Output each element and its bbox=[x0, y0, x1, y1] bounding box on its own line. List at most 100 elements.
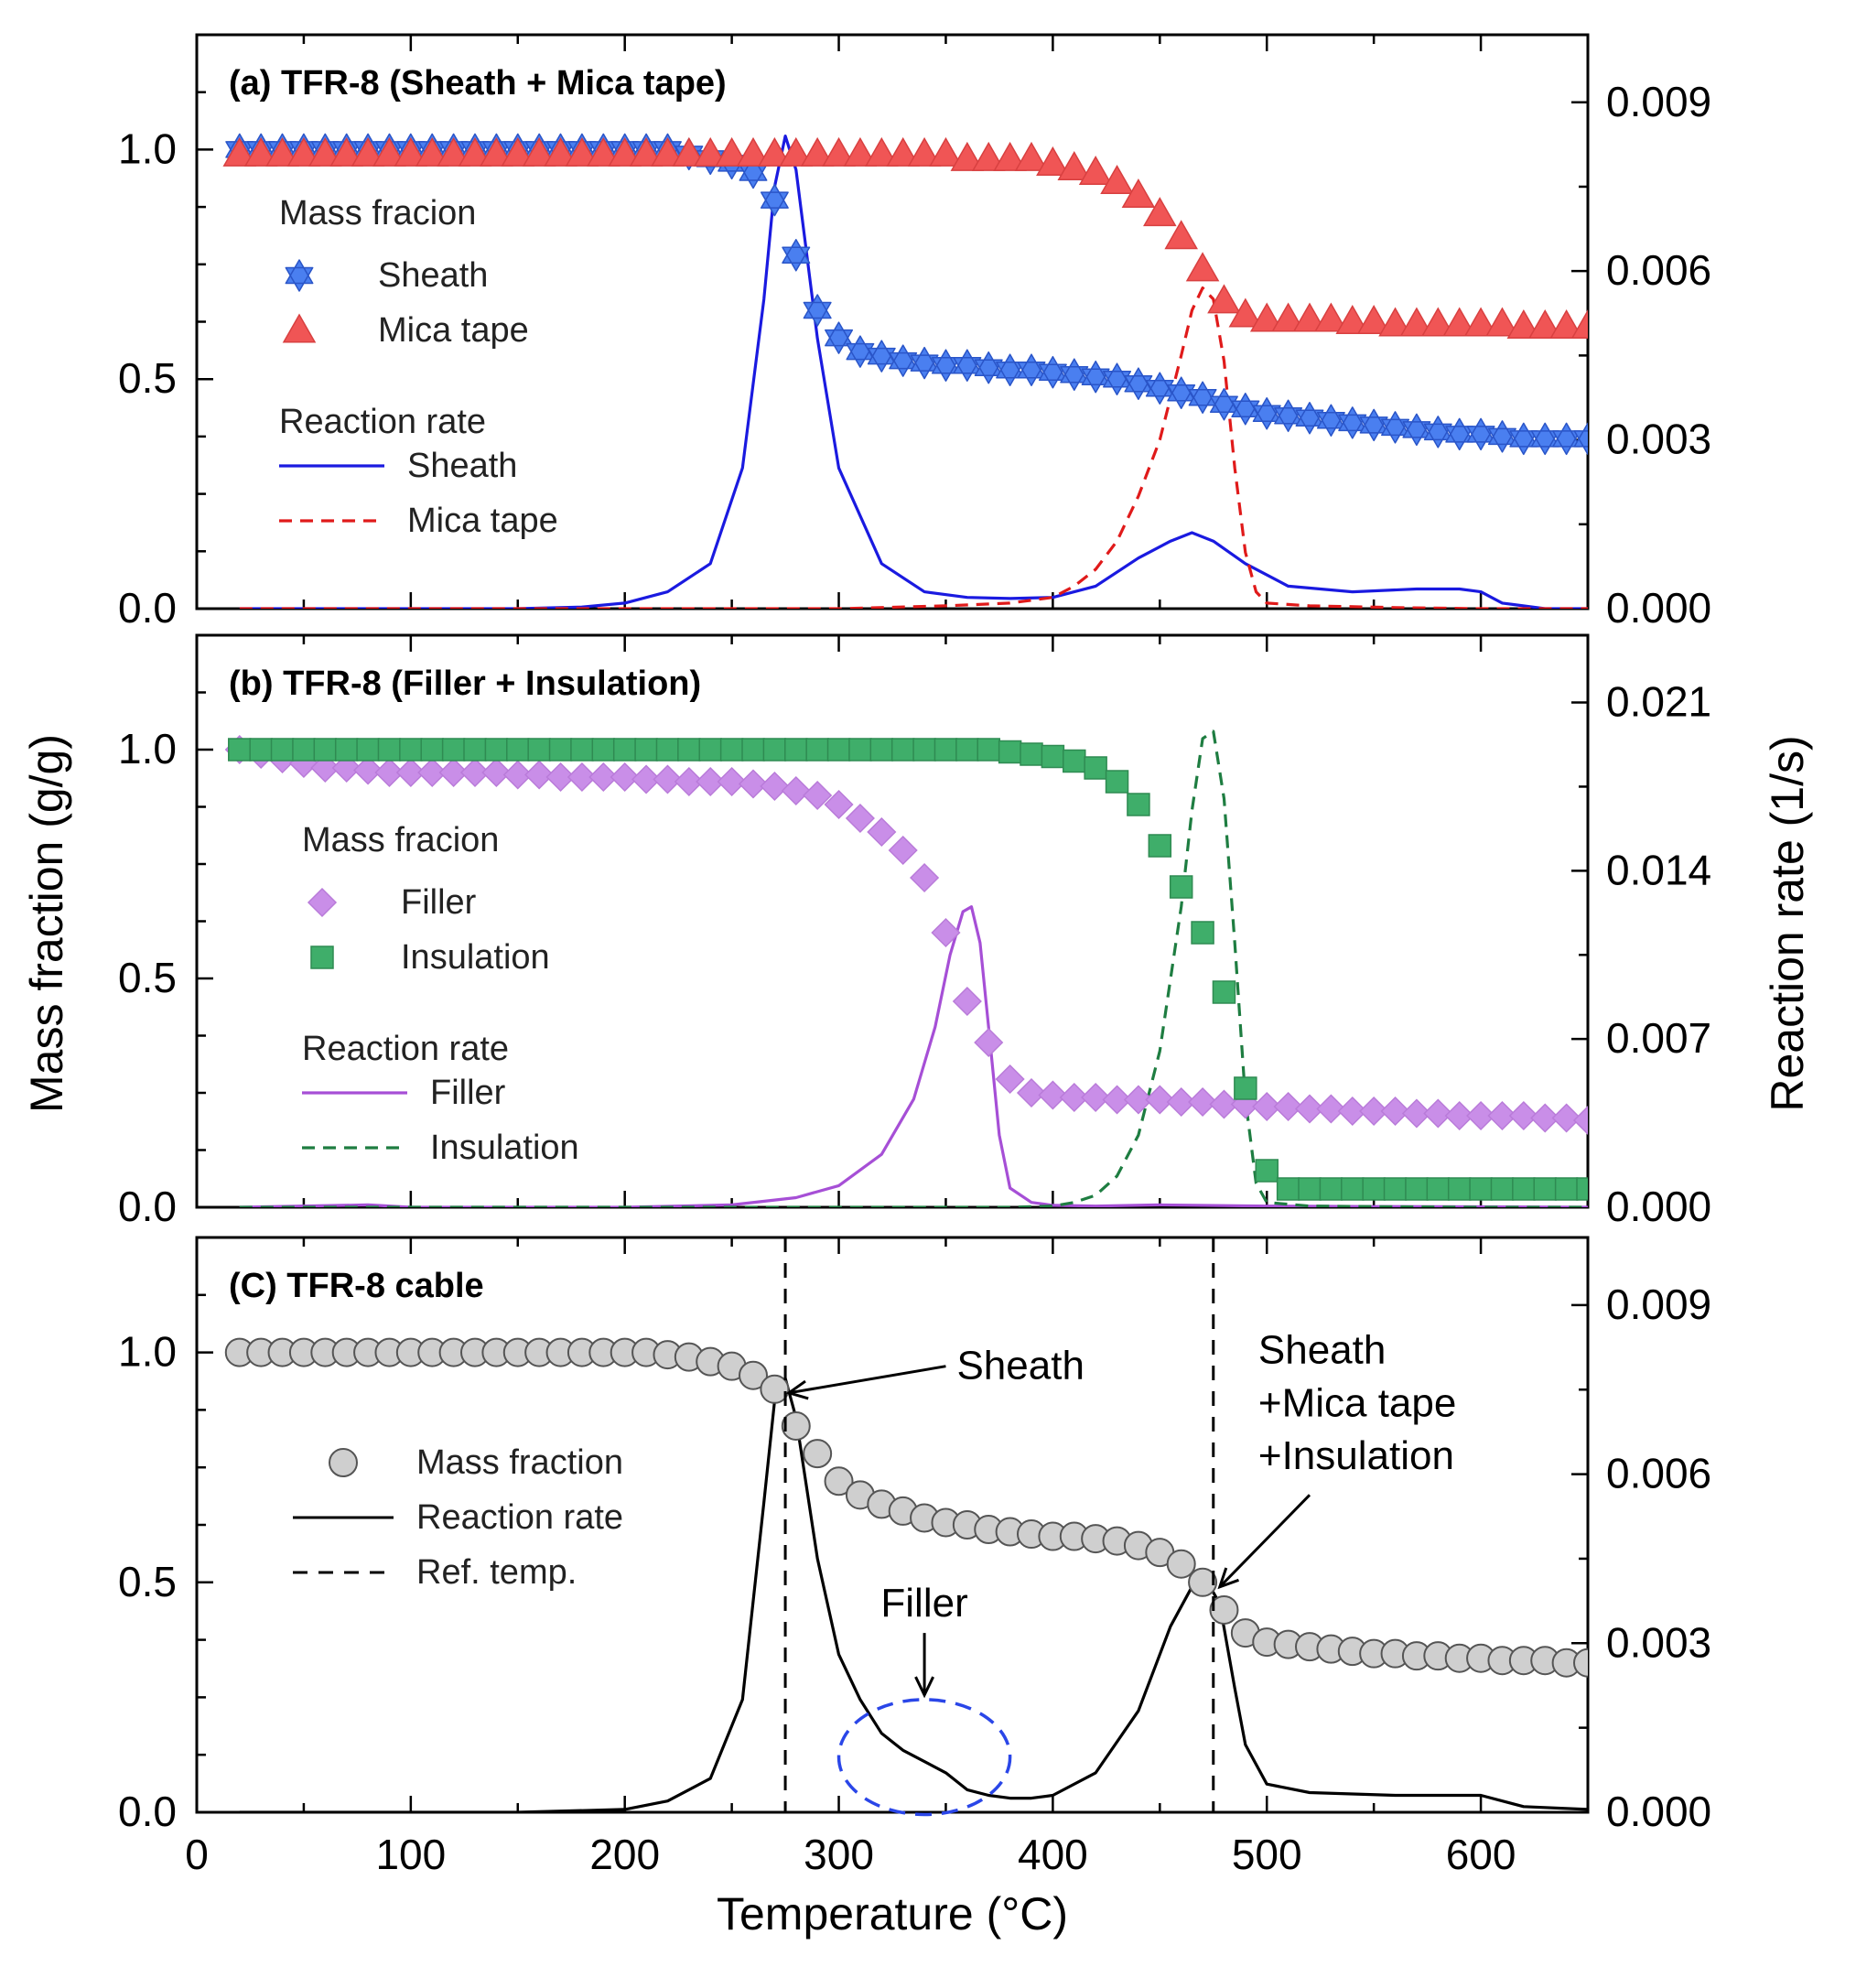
mass-point bbox=[1207, 284, 1241, 314]
mass-point bbox=[501, 136, 535, 167]
mass-point bbox=[1402, 413, 1431, 447]
mass-point bbox=[953, 349, 982, 382]
y-left-tick-label: 0.0 bbox=[118, 584, 177, 632]
mass-point bbox=[1378, 307, 1412, 337]
mass-point bbox=[441, 738, 466, 762]
annotation-combo-2: +Mica tape bbox=[1258, 1380, 1456, 1425]
annotation-arrow bbox=[1218, 1494, 1311, 1588]
mass-point bbox=[1335, 304, 1370, 334]
mass-point bbox=[286, 136, 321, 167]
mass-point bbox=[1292, 302, 1327, 332]
mass-series-insulation bbox=[228, 738, 1588, 1201]
mass-point bbox=[950, 141, 985, 171]
mass-point bbox=[1426, 1177, 1451, 1201]
mass-point bbox=[565, 136, 599, 167]
mass-point bbox=[696, 766, 726, 797]
legend-marker bbox=[329, 1448, 358, 1477]
mass-point bbox=[1166, 1086, 1196, 1118]
mass-point bbox=[867, 816, 897, 848]
mass-point bbox=[394, 136, 428, 167]
mass-point bbox=[974, 1027, 1004, 1058]
mass-point bbox=[591, 738, 616, 762]
legend-marker bbox=[310, 945, 334, 969]
mass-point bbox=[760, 183, 789, 217]
mass-point bbox=[869, 738, 894, 762]
mass-point bbox=[1423, 416, 1452, 448]
mass-point bbox=[1231, 393, 1260, 426]
mass-point bbox=[567, 762, 597, 793]
mass-point bbox=[1191, 921, 1214, 945]
mass-point bbox=[1081, 1082, 1111, 1113]
mass-point bbox=[888, 835, 918, 866]
plot-frame bbox=[195, 1236, 1590, 1814]
mass-point bbox=[1447, 1177, 1472, 1201]
mass-point bbox=[634, 738, 658, 762]
mass-point bbox=[1421, 307, 1455, 337]
x-tick-label: 500 bbox=[1232, 1831, 1302, 1878]
legend-label: Mica tape bbox=[378, 311, 529, 350]
mass-point bbox=[1252, 397, 1281, 430]
mass-point bbox=[1463, 307, 1498, 337]
mass-point bbox=[1063, 749, 1086, 773]
mass-point bbox=[995, 1064, 1025, 1095]
mass-point bbox=[1145, 372, 1174, 405]
mass-series-filler bbox=[224, 734, 1588, 1136]
legend-label: Insulation bbox=[430, 1129, 579, 1167]
mass-point bbox=[977, 738, 1000, 762]
mass-point bbox=[824, 789, 854, 820]
legend-label: Ref. temp. bbox=[416, 1553, 577, 1592]
mass-point bbox=[715, 136, 749, 167]
mass-point bbox=[1359, 1096, 1389, 1127]
y-right-tick-label: 0.006 bbox=[1606, 1450, 1711, 1497]
annotation-arrow bbox=[788, 1365, 946, 1395]
mass-point bbox=[1121, 178, 1156, 209]
legend-label: Sheath bbox=[378, 256, 488, 295]
mass-point bbox=[672, 136, 707, 167]
y-right-tick-label: 0.003 bbox=[1606, 1618, 1711, 1666]
mass-point bbox=[784, 738, 808, 762]
mass-point bbox=[929, 136, 963, 167]
panel-b: 0.0 0.5 1.0 0.000 0.007 0.014 0.021 (b) TFR-8 (… bbox=[118, 633, 1711, 1230]
mass-point bbox=[1249, 302, 1284, 332]
mass-point bbox=[1530, 422, 1559, 456]
mass-point bbox=[415, 136, 449, 167]
mass-point bbox=[760, 771, 790, 802]
mass-point bbox=[329, 136, 363, 167]
legend-marker bbox=[307, 887, 338, 918]
mass-point bbox=[1038, 355, 1067, 389]
mass-point bbox=[1509, 422, 1538, 456]
mass-point bbox=[249, 738, 273, 762]
y-left-tick-label: 0.5 bbox=[118, 954, 177, 1001]
mass-point bbox=[292, 738, 316, 762]
legend-rate-title: Reaction rate bbox=[279, 403, 486, 441]
mass-point bbox=[228, 738, 252, 762]
legend-label: Reaction rate bbox=[416, 1498, 623, 1537]
mass-point bbox=[1506, 309, 1541, 340]
legend-label: Mica tape bbox=[407, 502, 558, 540]
mass-point bbox=[506, 738, 530, 762]
plot-area bbox=[224, 1337, 1588, 1812]
mass-point bbox=[608, 136, 642, 167]
mass-point bbox=[1084, 756, 1107, 780]
mass-point bbox=[655, 738, 680, 762]
mass-point bbox=[1271, 302, 1305, 332]
mass-point bbox=[1445, 417, 1474, 451]
mass-point bbox=[1337, 1096, 1367, 1127]
panel-title: (b) TFR-8 (Filler + Insulation) bbox=[229, 664, 701, 703]
mass-point bbox=[805, 738, 829, 762]
mass-point bbox=[548, 738, 573, 762]
mass-point bbox=[1362, 1177, 1386, 1201]
legend-label: Sheath bbox=[407, 447, 517, 485]
mass-point bbox=[1234, 1076, 1257, 1100]
legend-marker bbox=[282, 313, 317, 343]
y-left-tick-label: 0.5 bbox=[118, 354, 177, 402]
mass-point bbox=[1148, 834, 1172, 858]
mass-point bbox=[910, 346, 939, 380]
mass-point bbox=[803, 1439, 833, 1469]
plot-area bbox=[224, 729, 1588, 1207]
mass-point bbox=[998, 740, 1022, 764]
annotation-sheath: Sheath bbox=[956, 1344, 1084, 1388]
mass-point bbox=[1399, 307, 1434, 337]
mass-point bbox=[651, 136, 685, 167]
mass-point bbox=[822, 136, 856, 167]
